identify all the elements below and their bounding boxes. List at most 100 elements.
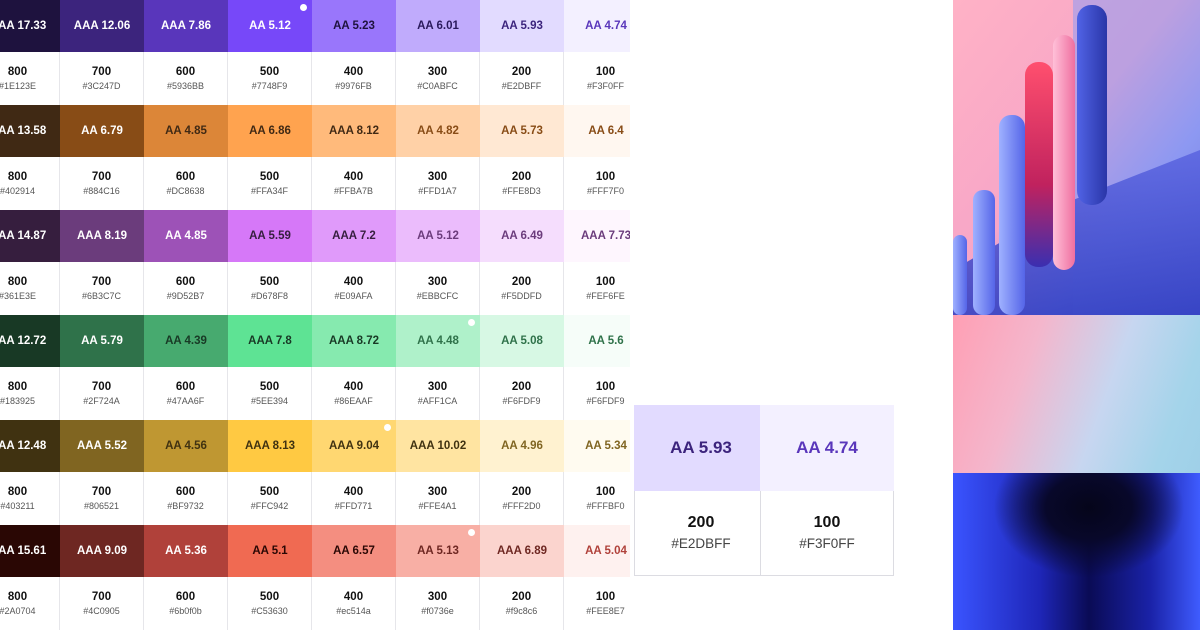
swatch-orange-200[interactable]: AA 5.73 200 #FFE8D3 <box>480 105 564 211</box>
swatch-red-100[interactable]: AA 5.04 100 #FEE8E7 <box>564 525 630 630</box>
swatch-purple-200[interactable]: AA 5.93 200 #E2DBFF <box>480 0 564 106</box>
shade-label: 100 <box>595 275 616 288</box>
zoom-swatch-info: 200 #E2DBFF <box>634 491 768 576</box>
swatch-info: 700 #4C0905 <box>60 577 144 630</box>
swatch-info: 200 #E2DBFF <box>480 52 564 106</box>
swatch-yellow-100[interactable]: AA 5.34 100 #FFFBF0 <box>564 420 630 526</box>
hex-label: #DC8638 <box>166 185 205 196</box>
swatch-violet-600[interactable]: AA 4.85 600 #9D52B7 <box>144 210 228 316</box>
swatch-green-100[interactable]: AA 5.6 100 #F6FDF9 <box>564 315 630 421</box>
swatch-violet-300[interactable]: AA 5.12 300 #EBBCFC <box>396 210 480 316</box>
swatch-purple-500[interactable]: AA 5.12 500 #7748F9 <box>228 0 312 106</box>
hex-label: #6b0f0b <box>169 605 202 616</box>
hex-label: #FFF7F0 <box>586 185 624 196</box>
shade-label: 700 <box>91 275 112 288</box>
swatch-violet-700[interactable]: AAA 8.19 700 #6B3C7C <box>60 210 144 316</box>
shade-label: 700 <box>91 380 112 393</box>
shade-label: 600 <box>175 65 196 78</box>
swatch-violet-200[interactable]: AA 6.49 200 #F5DDFD <box>480 210 564 316</box>
swatch-red-700[interactable]: AAA 9.09 700 #4C0905 <box>60 525 144 630</box>
hex-label: #403211 <box>0 500 35 511</box>
swatch-purple-400[interactable]: AA 5.23 400 #9976FB <box>312 0 396 106</box>
contrast-badge: AAA 12.48 <box>0 420 60 472</box>
swatch-info: 400 #FFD771 <box>312 472 396 526</box>
swatch-yellow-300[interactable]: AAA 10.02 300 #FFE4A1 <box>396 420 480 526</box>
swatch-red-800[interactable]: AAA 15.61 800 #2A0704 <box>0 525 60 630</box>
swatch-info: 500 #FFA34F <box>228 157 312 211</box>
swatch-info: 300 #FFE4A1 <box>396 472 480 526</box>
swatch-info: 800 #403211 <box>0 472 60 526</box>
swatch-red-400[interactable]: AA 6.57 400 #ec514a <box>312 525 396 630</box>
swatch-green-300[interactable]: AA 4.48 300 #AFF1CA <box>396 315 480 421</box>
swatch-orange-500[interactable]: AA 6.86 500 #FFA34F <box>228 105 312 211</box>
contrast-badge: AAA 15.61 <box>0 525 60 577</box>
swatch-yellow-800[interactable]: AAA 12.48 800 #403211 <box>0 420 60 526</box>
swatch-green-200[interactable]: AA 5.08 200 #F6FDF9 <box>480 315 564 421</box>
swatch-purple-100[interactable]: AA 4.74 100 #F3F0FF <box>564 0 630 106</box>
swatch-info: 200 #f9c8c6 <box>480 577 564 630</box>
shade-label: 400 <box>343 485 364 498</box>
hex-label: #5EE394 <box>250 395 289 406</box>
swatch-violet-400[interactable]: AAA 7.2 400 #E09AFA <box>312 210 396 316</box>
shade-label: 500 <box>259 380 280 393</box>
selection-dot-icon <box>384 424 391 431</box>
swatch-info: 100 #FFFBF0 <box>564 472 630 526</box>
hex-label: #F5DDFD <box>501 290 542 301</box>
swatch-purple-300[interactable]: AA 6.01 300 #C0ABFC <box>396 0 480 106</box>
swatch-orange-100[interactable]: AA 6.4 100 #FFF7F0 <box>564 105 630 211</box>
swatch-info: 100 #FEF6FE <box>564 262 630 316</box>
zoom-swatch-200[interactable]: AA 5.93 200 #E2DBFF <box>634 405 768 576</box>
hex-label: #FFBA7B <box>333 185 373 196</box>
swatch-red-300[interactable]: AA 5.13 300 #f0736e <box>396 525 480 630</box>
zoom-swatch-info: 100 #F3F0FF <box>760 491 894 576</box>
swatch-green-800[interactable]: AAA 12.72 800 #183925 <box>0 315 60 421</box>
swatch-purple-600[interactable]: AAA 7.86 600 #5936BB <box>144 0 228 106</box>
contrast-badge: AA 6.79 <box>60 105 144 157</box>
swatch-green-500[interactable]: AAA 7.8 500 #5EE394 <box>228 315 312 421</box>
swatch-violet-500[interactable]: AA 5.59 500 #D678F8 <box>228 210 312 316</box>
hex-label: #E09AFA <box>334 290 373 301</box>
swatch-info: 700 #2F724A <box>60 367 144 421</box>
shade-label: 500 <box>259 65 280 78</box>
swatch-info: 400 #9976FB <box>312 52 396 106</box>
swatch-orange-800[interactable]: AAA 13.58 800 #402914 <box>0 105 60 211</box>
swatch-red-500[interactable]: AA 5.1 500 #C53630 <box>228 525 312 630</box>
swatch-orange-400[interactable]: AAA 8.12 400 #FFBA7B <box>312 105 396 211</box>
shade-label: 300 <box>427 590 448 603</box>
shade-label: 700 <box>91 65 112 78</box>
swatch-violet-100[interactable]: AAA 7.73 100 #FEF6FE <box>564 210 630 316</box>
swatch-info: 400 #ec514a <box>312 577 396 630</box>
swatch-yellow-600[interactable]: AA 4.56 600 #BF9732 <box>144 420 228 526</box>
hex-label: #FFD1A7 <box>418 185 457 196</box>
zoom-contrast-badge: AA 4.74 <box>760 405 894 491</box>
swatch-info: 600 #9D52B7 <box>144 262 228 316</box>
swatch-info: 300 #AFF1CA <box>396 367 480 421</box>
swatch-yellow-500[interactable]: AAA 8.13 500 #FFC942 <box>228 420 312 526</box>
shade-label: 800 <box>7 590 28 603</box>
contrast-badge: AAA 7.2 <box>312 210 396 262</box>
swatch-yellow-700[interactable]: AAA 5.52 700 #806521 <box>60 420 144 526</box>
contrast-badge: AA 5.23 <box>312 0 396 52</box>
hex-label: #E2DBFF <box>501 80 542 91</box>
swatch-yellow-400[interactable]: AAA 9.04 400 #FFD771 <box>312 420 396 526</box>
hex-label: #2A0704 <box>0 605 36 616</box>
swatch-red-600[interactable]: AA 5.36 600 #6b0f0b <box>144 525 228 630</box>
swatch-info: 300 #FFD1A7 <box>396 157 480 211</box>
swatch-orange-300[interactable]: AA 4.82 300 #FFD1A7 <box>396 105 480 211</box>
swatch-purple-800[interactable]: AAA 17.33 800 #1E123E <box>0 0 60 106</box>
swatch-orange-600[interactable]: AA 4.85 600 #DC8638 <box>144 105 228 211</box>
swatch-green-400[interactable]: AAA 8.72 400 #86EAAF <box>312 315 396 421</box>
swatch-green-600[interactable]: AA 4.39 600 #47AA6F <box>144 315 228 421</box>
selection-dot-icon <box>468 529 475 536</box>
swatch-yellow-200[interactable]: AA 4.96 200 #FFF2D0 <box>480 420 564 526</box>
swatch-red-200[interactable]: AAA 6.89 200 #f9c8c6 <box>480 525 564 630</box>
swatch-orange-700[interactable]: AA 6.79 700 #884C16 <box>60 105 144 211</box>
hex-label: #BF9732 <box>167 500 204 511</box>
shade-label: 300 <box>427 380 448 393</box>
swatch-purple-700[interactable]: AAA 12.06 700 #3C247D <box>60 0 144 106</box>
swatch-info: 400 #86EAAF <box>312 367 396 421</box>
zoom-swatch-100[interactable]: AA 4.74 100 #F3F0FF <box>760 405 894 576</box>
swatch-green-700[interactable]: AA 5.79 700 #2F724A <box>60 315 144 421</box>
swatch-violet-800[interactable]: AAA 14.87 800 #361E3E <box>0 210 60 316</box>
